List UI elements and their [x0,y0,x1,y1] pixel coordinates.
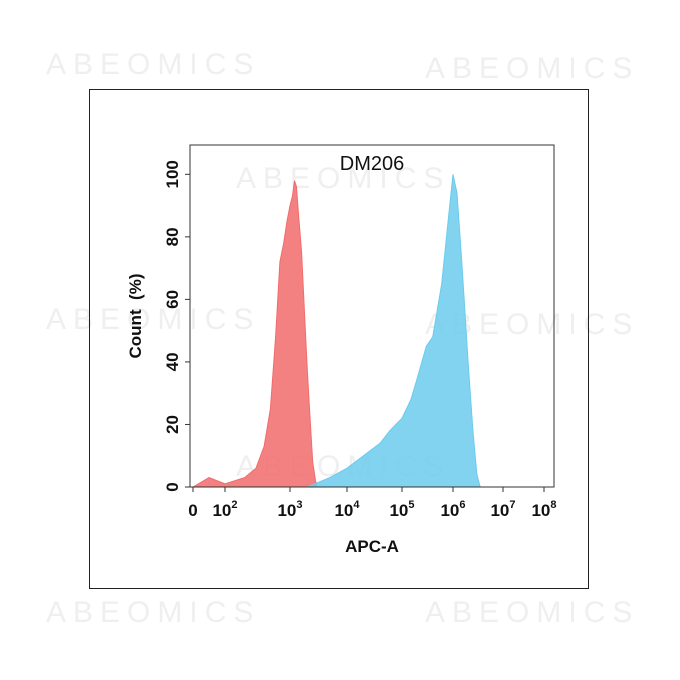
histogram-series-1 [191,180,318,488]
plot-area-border [189,144,555,488]
y-axis: 0 20 40 60 80 100 [163,160,190,492]
x-tick-label: 105 [389,499,414,520]
x-tick-label: 102 [212,499,237,520]
watermark-text: ABEOMICS [46,596,261,629]
y-tick-label: 100 [163,160,182,188]
y-tick-label: 0 [163,482,182,491]
x-axis-title: APC-A [345,537,399,556]
x-axis: 0 102 103 104 105 106 107 108 [188,487,557,520]
y-tick-label: 20 [163,415,182,434]
figure-frame [89,89,589,589]
x-tick-label: 107 [490,499,515,520]
series-layer [191,174,481,488]
y-axis-title: Count (%) [126,274,145,359]
watermark-text: ABEOMICS [425,596,640,629]
x-tick-label: 103 [277,499,302,520]
x-tick-label: 0 [188,501,197,520]
y-tick-label: 60 [163,290,182,309]
watermark-text: ABEOMICS [425,52,640,85]
watermark-text: ABEOMICS [46,48,261,81]
y-tick-label: 80 [163,227,182,246]
x-tick-label: 106 [440,499,465,520]
chart-title: DM206 [340,153,404,175]
watermark-text: ABEOMICS [236,162,451,195]
watermark-text: ABEOMICS [46,303,261,336]
x-tick-label: 108 [531,499,556,520]
x-tick-label: 104 [334,499,360,520]
y-tick-label: 40 [163,352,182,371]
histogram-series-2 [307,174,481,488]
